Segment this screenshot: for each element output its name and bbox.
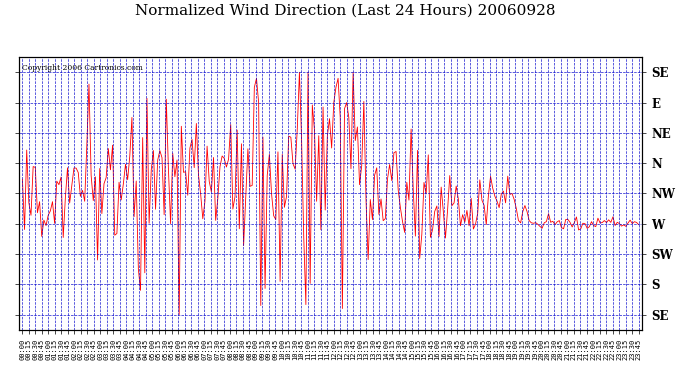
Text: Copyright 2006 Cartronics.com: Copyright 2006 Cartronics.com [22, 64, 143, 72]
Text: Normalized Wind Direction (Last 24 Hours) 20060928: Normalized Wind Direction (Last 24 Hours… [135, 4, 555, 18]
